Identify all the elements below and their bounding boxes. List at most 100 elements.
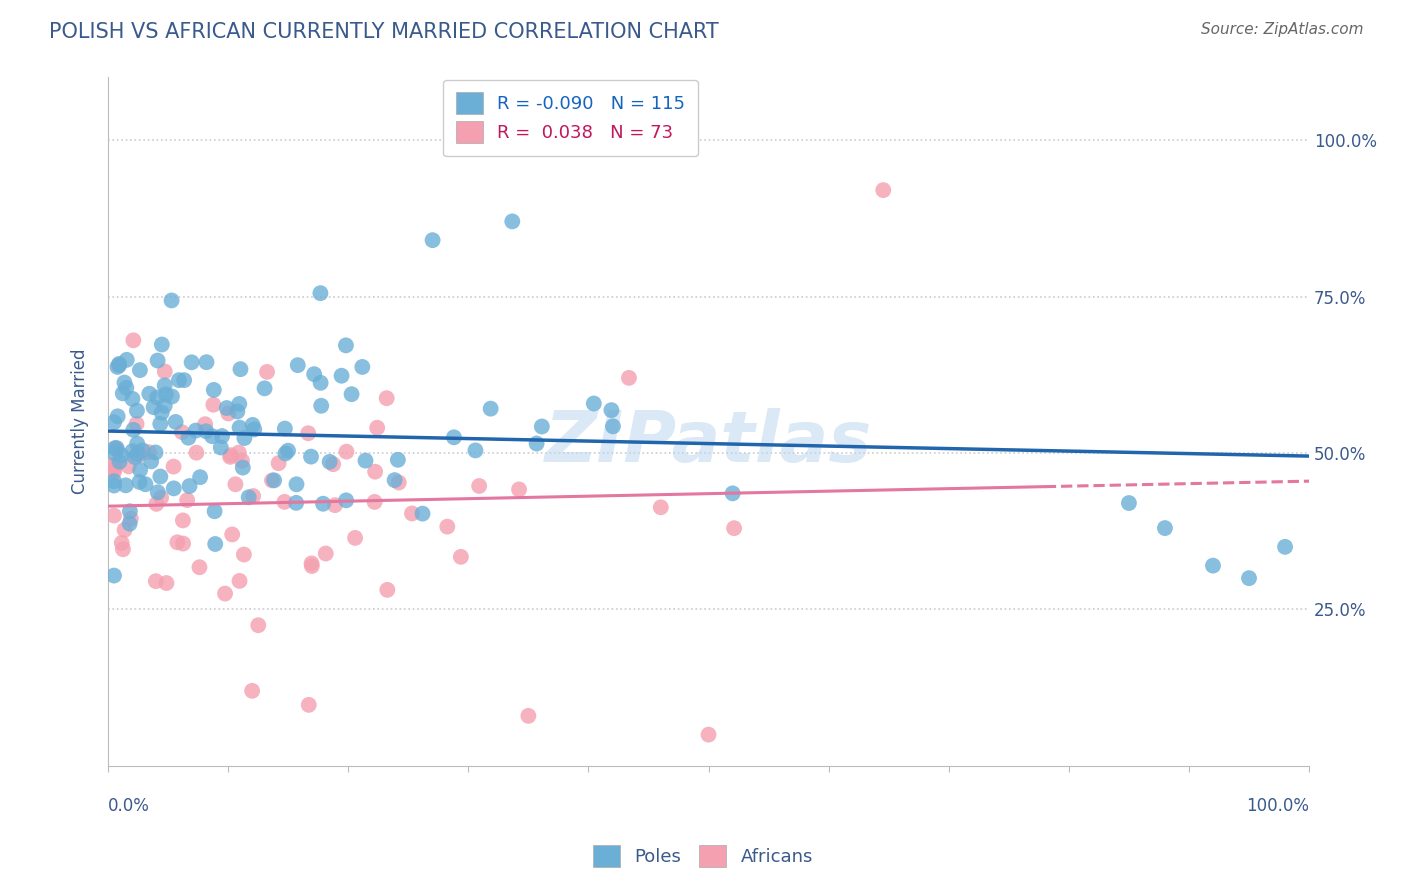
Point [125,403,148,417]
Point [274,421,297,435]
Legend: R = -0.090   N = 115, R =  0.038   N = 73: R = -0.090 N = 115, R = 0.038 N = 73 [443,79,697,156]
Point [107,409,129,424]
Point [242,417,264,432]
Point [721,486,744,500]
Text: Source: ZipAtlas.com: Source: ZipAtlas.com [1201,22,1364,37]
Point [301,557,323,571]
Point [273,495,295,509]
Point [188,470,211,484]
Point [146,485,169,500]
Point [103,462,125,476]
Point [125,417,148,431]
Point [118,516,141,531]
Point [127,447,149,461]
Text: POLISH VS AFRICAN CURRENTLY MARRIED CORRELATION CHART: POLISH VS AFRICAN CURRENTLY MARRIED CORR… [49,22,718,42]
Point [122,334,145,348]
Point [184,424,207,438]
Point [162,459,184,474]
Point [229,362,252,376]
Point [315,547,337,561]
Point [142,400,165,414]
Point [443,430,465,444]
Point [242,489,264,503]
Point [526,436,548,450]
Point [172,536,194,550]
Point [723,521,745,535]
Point [219,448,242,462]
Point [105,441,128,455]
Point [215,401,238,415]
Point [650,500,672,515]
Point [352,359,374,374]
Point [204,537,226,551]
Point [232,460,254,475]
Point [202,398,225,412]
Point [127,436,149,450]
Point [297,426,319,441]
Point [170,425,193,439]
Point [146,353,169,368]
Point [121,444,143,458]
Point [335,338,357,352]
Point [422,233,444,247]
Text: 100.0%: 100.0% [1246,797,1309,814]
Point [103,465,125,479]
Point [617,371,640,385]
Point [872,183,894,197]
Point [209,441,232,455]
Point [115,352,138,367]
Point [128,475,150,489]
Point [211,429,233,443]
Point [150,337,173,351]
Point [129,363,152,377]
Point [204,504,226,518]
Point [240,683,263,698]
Point [201,429,224,443]
Point [298,698,321,712]
Point [366,421,388,435]
Y-axis label: Currently Married: Currently Married [72,349,89,494]
Point [103,478,125,492]
Point [318,455,340,469]
Point [114,376,136,390]
Point [165,415,187,429]
Point [1202,558,1225,573]
Point [363,495,385,509]
Point [375,582,398,597]
Point [387,452,409,467]
Point [180,355,202,369]
Point [600,403,623,417]
Point [335,493,357,508]
Point [697,728,720,742]
Point [108,359,131,373]
Point [155,576,177,591]
Point [153,378,176,392]
Point [111,386,134,401]
Point [1154,521,1177,535]
Point [103,508,125,523]
Point [256,365,278,379]
Point [111,536,134,550]
Point [173,373,195,387]
Point [1237,571,1260,585]
Point [141,454,163,468]
Point [322,457,344,471]
Point [131,443,153,458]
Point [103,460,125,475]
Point [115,381,138,395]
Point [166,535,188,549]
Point [103,474,125,488]
Point [146,391,169,405]
Point [194,417,217,432]
Point [217,407,239,421]
Point [179,479,201,493]
Point [129,448,152,462]
Point [323,498,346,512]
Point [195,424,218,438]
Point [103,568,125,582]
Point [121,392,143,406]
Point [354,453,377,467]
Point [450,549,472,564]
Point [150,491,173,505]
Point [388,475,411,490]
